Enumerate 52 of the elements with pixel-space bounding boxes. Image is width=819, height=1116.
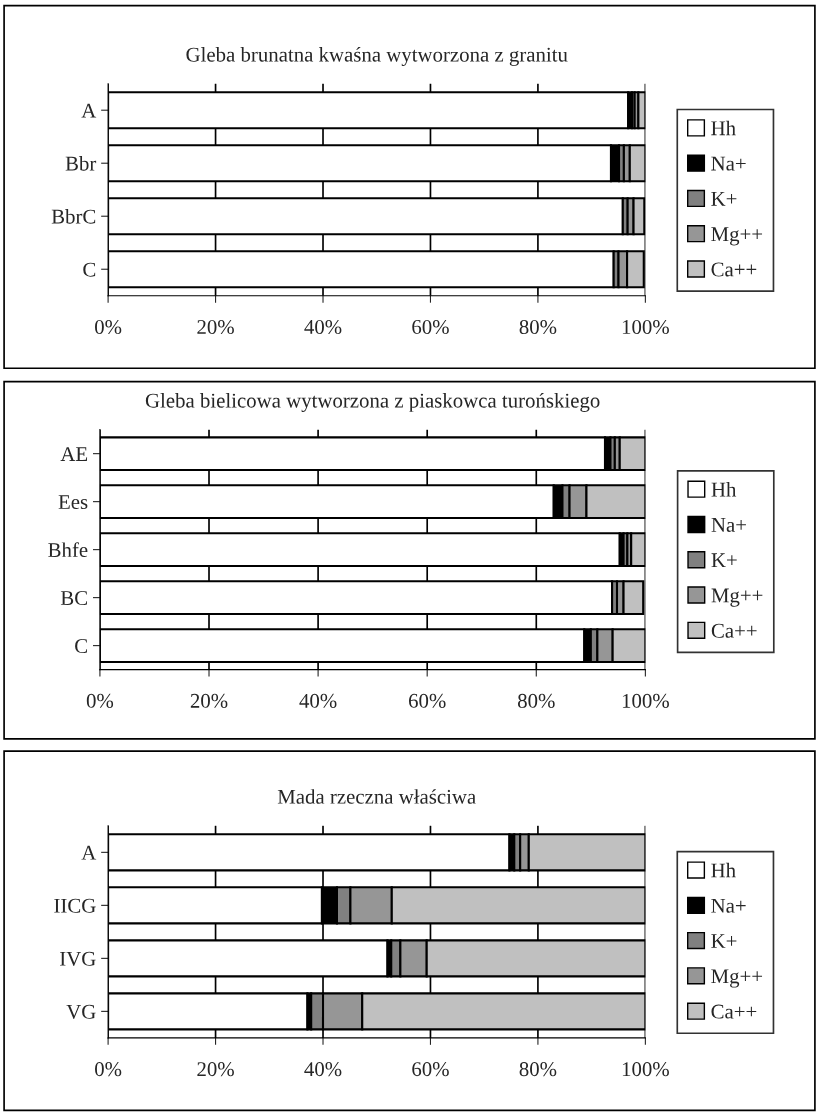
x-tick-label: 80% xyxy=(517,693,555,708)
y-tick-label: IICG xyxy=(54,898,96,913)
legend-label: Ca++ xyxy=(711,623,757,638)
text: Hh xyxy=(711,481,737,497)
bar xyxy=(618,436,646,472)
x-tick-label: 60% xyxy=(412,1062,449,1077)
legend-label: Mg++ xyxy=(711,227,763,246)
y-tick-label: AE xyxy=(60,447,88,461)
x-tick-label: 20% xyxy=(197,1062,234,1077)
legend-label: K+ xyxy=(711,192,737,206)
x-tick-label: 20% xyxy=(190,693,228,708)
x-tick-label: 60% xyxy=(408,693,446,708)
y-tick-label: BC xyxy=(60,591,87,606)
legend-label: Mg++ xyxy=(711,969,763,988)
legend-label: Na+ xyxy=(711,518,746,532)
legend-label: K+ xyxy=(711,553,737,567)
y-tick-label: BbrC xyxy=(51,209,96,224)
bar xyxy=(637,91,646,130)
y-tick-label: C xyxy=(83,262,96,277)
bar xyxy=(630,532,646,567)
chart-title: Mada rzeczna właściwa xyxy=(277,789,476,804)
x-tick-label: 40% xyxy=(304,319,342,335)
y-tick-label: A xyxy=(81,845,97,860)
x-tick-label: 80% xyxy=(519,319,557,335)
x-tick-label: 40% xyxy=(304,1062,342,1077)
legend-label: Hh xyxy=(711,862,736,878)
x-tick-label: 0% xyxy=(95,1062,122,1077)
y-tick-label: Bbr xyxy=(65,155,97,171)
y-tick-label: Ees xyxy=(58,495,88,510)
x-tick-label: 0% xyxy=(95,319,122,335)
x-tick-label: 0% xyxy=(86,693,114,708)
x-tick-label: 100% xyxy=(622,693,669,708)
legend-label: Na+ xyxy=(711,156,746,171)
legend-label: Hh xyxy=(711,120,736,136)
x-tick-label: 80% xyxy=(519,1062,557,1077)
y-tick-label: A xyxy=(81,103,97,118)
y-tick-label: Bhfe xyxy=(48,542,88,558)
y-tick-label: VG xyxy=(66,1004,96,1019)
legend-label: Mg++ xyxy=(711,588,763,607)
chart-title: Gleba brunatna kwaśna wytworzona z granitu xyxy=(186,46,568,66)
x-tick-label: 60% xyxy=(412,319,449,335)
x-tick-label: 100% xyxy=(622,319,669,335)
legend-label: Na+ xyxy=(711,898,746,913)
x-tick-label: 100% xyxy=(622,1062,669,1077)
y-tick-label: C xyxy=(75,639,87,654)
chart-title: Gleba bielicowa wytworzona z piaskowca turońskiego xyxy=(145,392,600,412)
x-tick-label: 20% xyxy=(197,319,234,335)
y-tick-label: IVG xyxy=(60,951,96,966)
legend-label: Ca++ xyxy=(711,262,757,277)
legend-label: K+ xyxy=(711,934,737,948)
x-tick-label: 40% xyxy=(299,693,337,708)
legend-label: Ca++ xyxy=(711,1004,757,1019)
